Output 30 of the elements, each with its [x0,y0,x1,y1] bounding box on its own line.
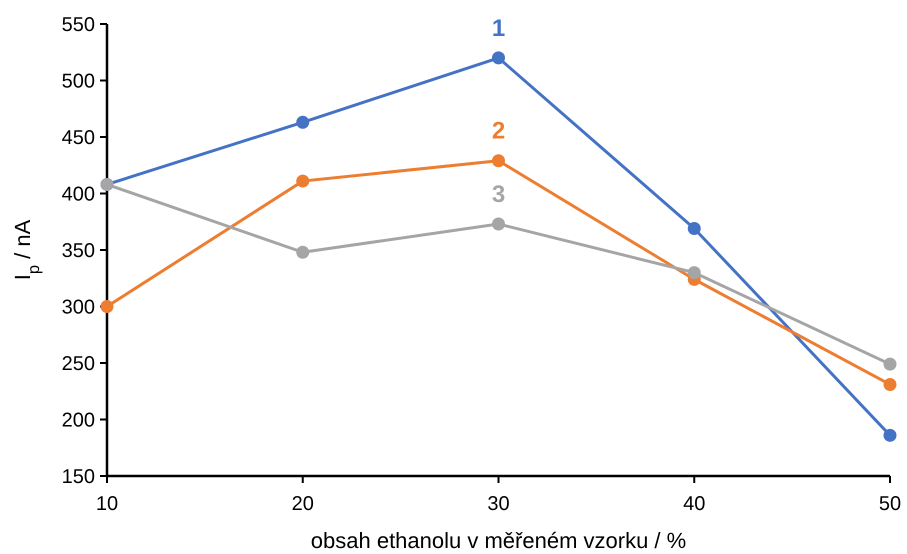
point [884,378,896,391]
y-tick-label: 300 [62,296,95,318]
y-tick-label: 450 [62,127,95,149]
y-tick-label: 250 [62,353,95,375]
point [296,174,310,188]
point [884,428,896,442]
point [492,154,505,168]
point [296,246,310,259]
point [296,116,310,129]
x-axis-title: obsah ethanolu v měřeném vzorku / % [310,528,686,553]
point [100,300,114,313]
y-tick-label: 200 [62,410,95,432]
x-tick-label: 10 [96,493,118,515]
y-tick-label: 150 [62,466,95,488]
x-tick-label: 30 [487,493,510,515]
series-label: 2 [492,118,506,145]
series-label: 1 [492,14,506,42]
point [688,222,701,236]
point [492,51,505,64]
point [492,218,505,231]
series-label: 3 [492,181,506,208]
y-tick-label: 350 [62,240,95,262]
y-tick-label: 550 [62,14,95,36]
x-tick-label: 50 [878,493,902,515]
point [688,266,701,280]
y-tick-label: 500 [62,70,95,92]
point [884,358,896,371]
y-tick-label: 400 [62,184,95,206]
x-tick-label: 20 [292,493,314,515]
x-tick-label: 40 [683,493,706,515]
